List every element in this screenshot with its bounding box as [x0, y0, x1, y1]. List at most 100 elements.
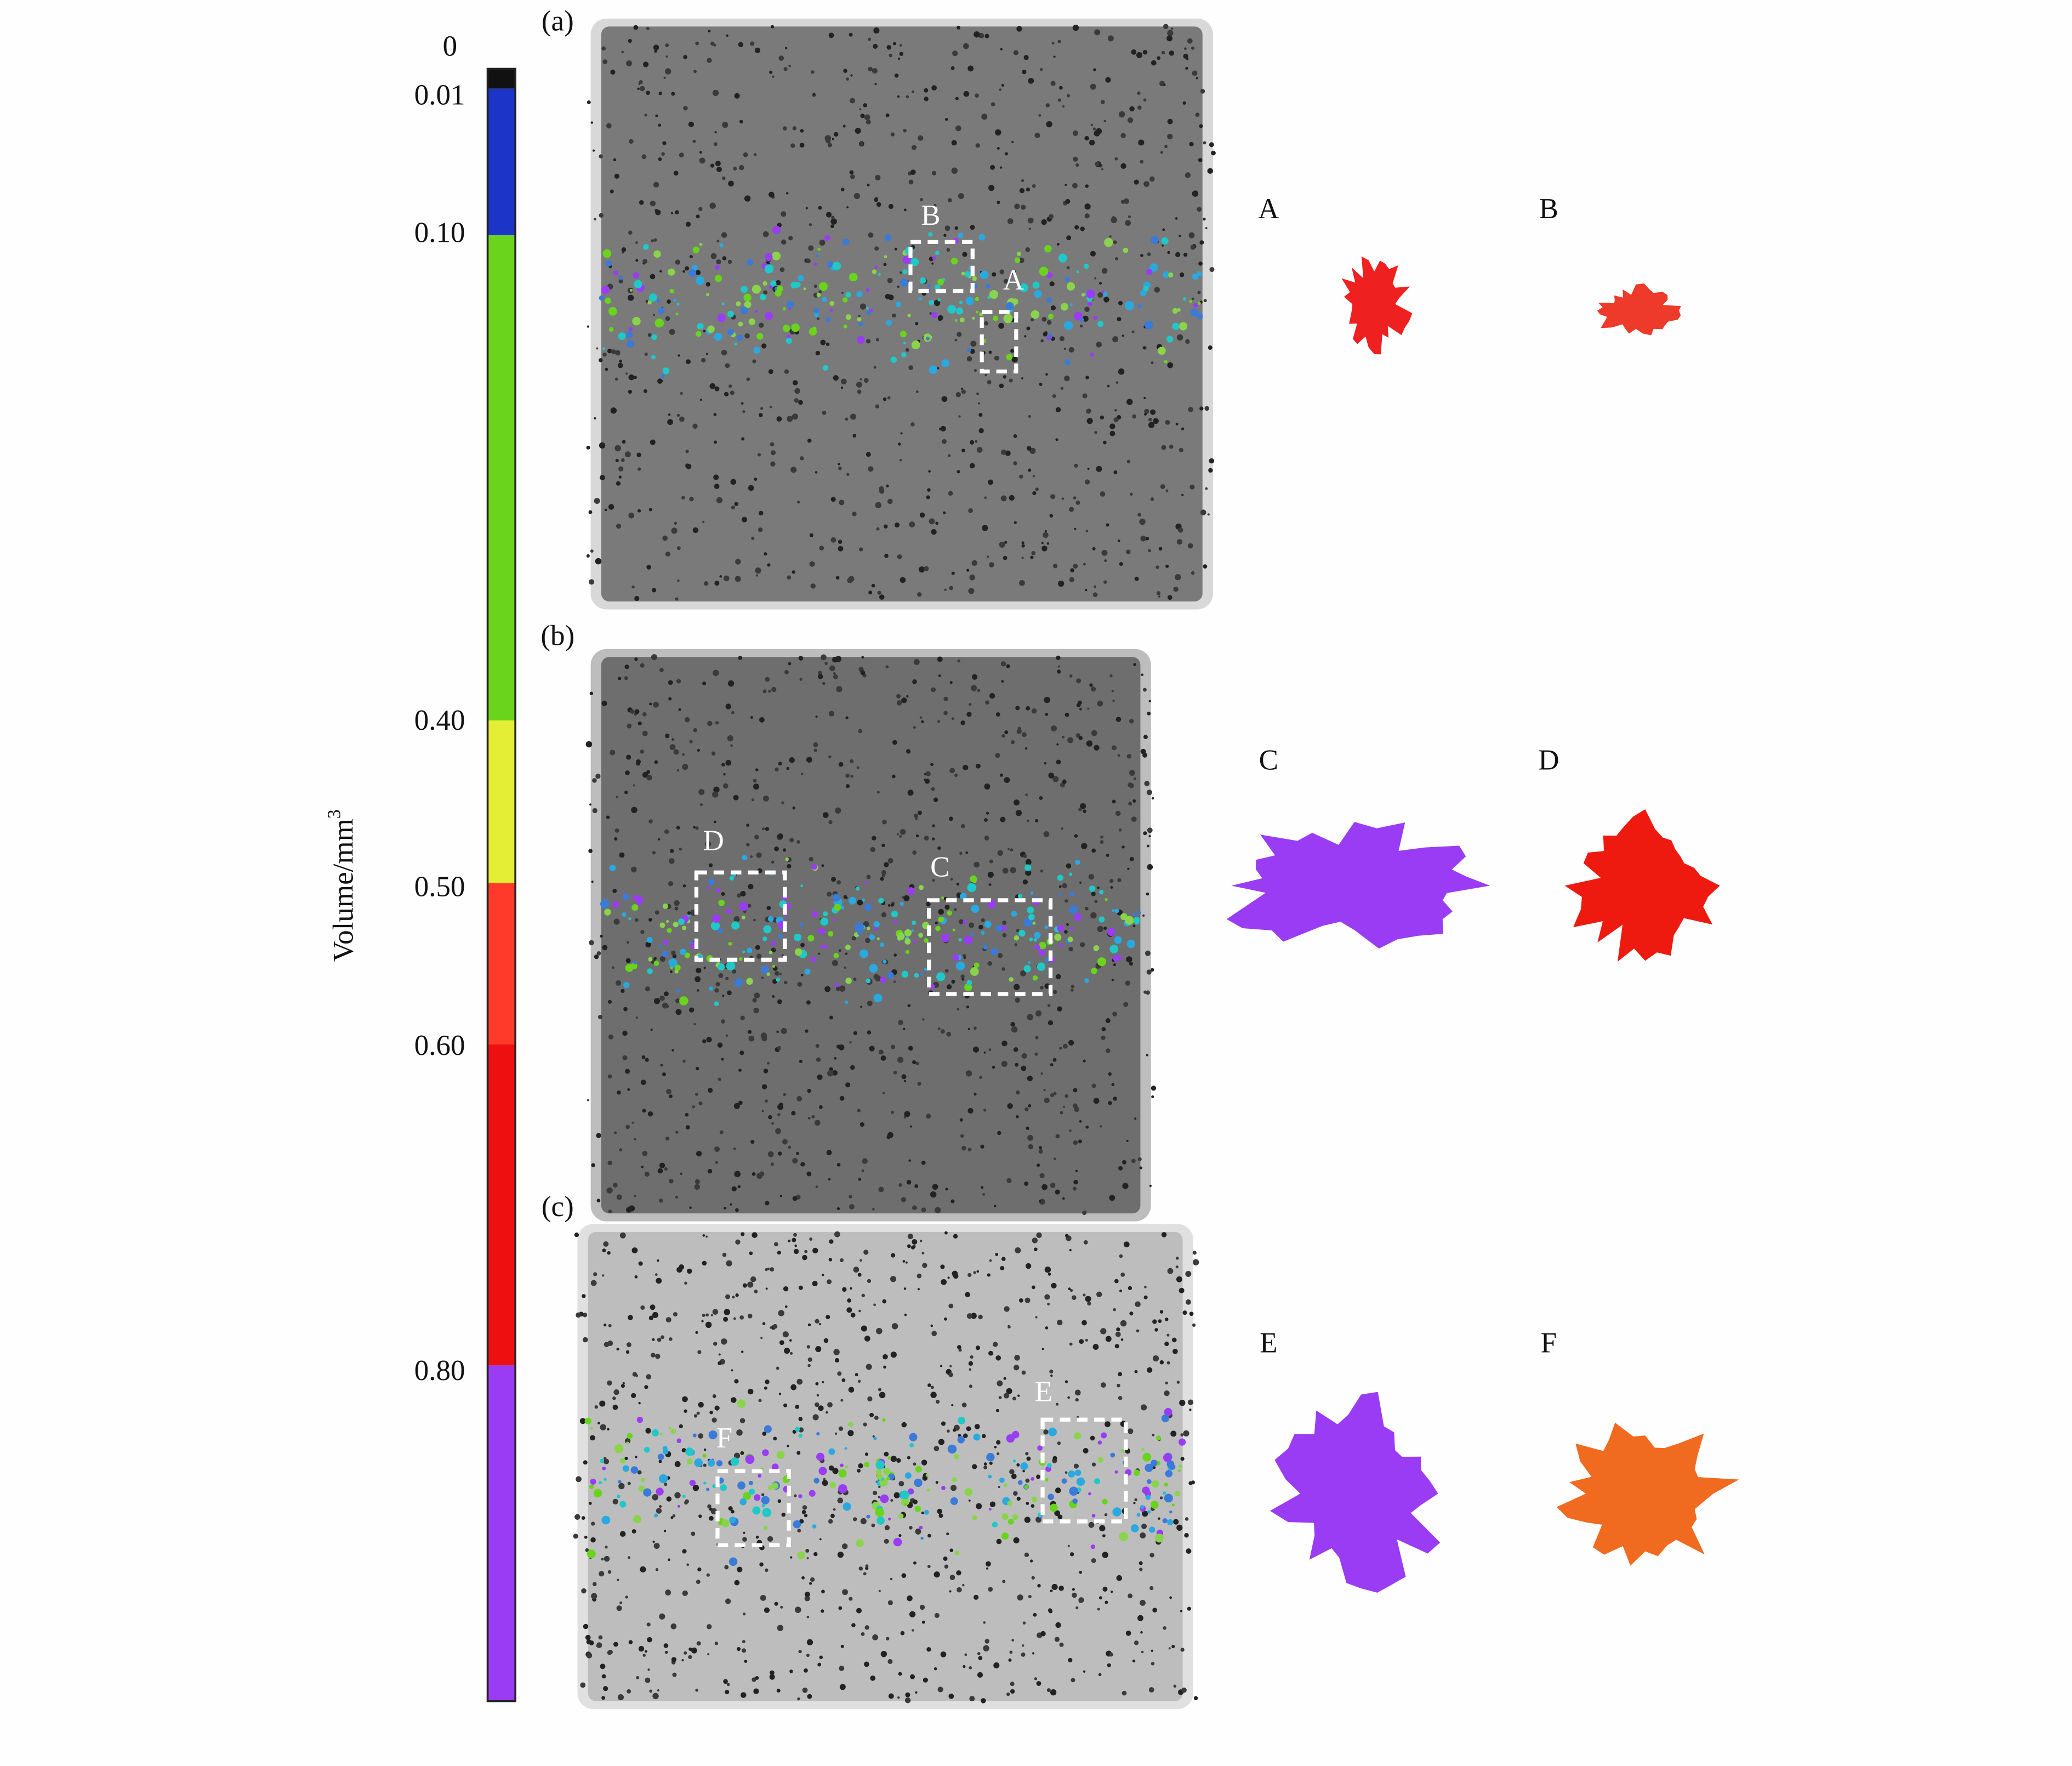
- crack-pore: [1164, 1494, 1173, 1503]
- crack-pore: [1179, 1464, 1182, 1468]
- pore: [1025, 793, 1028, 797]
- pore: [1126, 399, 1133, 405]
- pore: [902, 1260, 906, 1263]
- pore: [878, 1496, 880, 1498]
- pore: [1059, 86, 1063, 90]
- pore: [695, 270, 701, 275]
- pore: [1183, 252, 1188, 257]
- crack-pore: [674, 969, 679, 974]
- pore: [573, 1534, 578, 1539]
- crack-pore: [1069, 891, 1074, 897]
- pore: [856, 1608, 862, 1614]
- pore: [705, 282, 710, 287]
- pore: [1084, 213, 1090, 219]
- inset-label: C: [1259, 744, 1278, 776]
- crack-pore: [1137, 304, 1142, 308]
- pore: [974, 31, 980, 38]
- pore: [951, 1404, 954, 1406]
- pore: [640, 86, 645, 92]
- pore: [1109, 1653, 1113, 1657]
- pore: [821, 1589, 825, 1594]
- pore: [684, 1281, 687, 1285]
- crack-pore: [587, 1549, 596, 1559]
- pore: [1191, 571, 1195, 575]
- pore: [757, 453, 761, 457]
- pore: [836, 880, 841, 885]
- pore: [1175, 252, 1181, 258]
- pore: [724, 1206, 727, 1210]
- pore: [1014, 1355, 1020, 1361]
- crack-pore: [740, 306, 748, 315]
- pore: [994, 1205, 997, 1207]
- panel: (c)FEE F: [542, 1191, 1739, 1710]
- pore: [1184, 1532, 1189, 1538]
- pore: [969, 703, 972, 706]
- pore: [946, 1031, 952, 1037]
- pore: [976, 447, 983, 453]
- pore: [799, 1059, 803, 1064]
- pore: [716, 497, 723, 503]
- pore: [1018, 257, 1024, 263]
- pore: [915, 1061, 919, 1065]
- pore: [977, 1672, 983, 1678]
- pore: [805, 258, 811, 264]
- pore: [937, 1027, 941, 1030]
- crack-pore: [821, 944, 826, 949]
- pore: [969, 1666, 972, 1670]
- pore: [802, 1254, 807, 1260]
- pore: [955, 96, 959, 100]
- crack-pore: [715, 888, 720, 893]
- pore: [1048, 214, 1054, 219]
- pore: [742, 1640, 745, 1644]
- pore: [1097, 886, 1100, 889]
- pore: [698, 1101, 703, 1106]
- pore: [989, 1259, 992, 1262]
- pore: [1199, 406, 1204, 411]
- crack-pore: [715, 275, 722, 282]
- crack-pore: [1103, 292, 1108, 297]
- pore: [756, 953, 762, 959]
- pore: [901, 1573, 907, 1578]
- crack-pore: [673, 298, 676, 302]
- pore: [943, 711, 948, 716]
- pore: [591, 1593, 597, 1599]
- pore: [709, 202, 716, 209]
- pore: [596, 347, 599, 350]
- pore: [807, 1364, 811, 1367]
- pore: [868, 590, 873, 595]
- pore: [940, 1651, 947, 1657]
- pore: [1016, 1115, 1019, 1118]
- pore: [1075, 500, 1080, 505]
- pore: [845, 774, 850, 778]
- pore: [710, 1508, 717, 1514]
- pore: [1112, 799, 1116, 804]
- pore: [926, 495, 930, 499]
- pore: [857, 899, 863, 906]
- pore: [813, 748, 817, 752]
- crack-pore: [762, 936, 767, 941]
- pore: [659, 1162, 665, 1168]
- pore: [997, 147, 1000, 150]
- pore: [959, 1118, 963, 1122]
- pore: [858, 1178, 862, 1181]
- pore: [983, 1109, 987, 1112]
- pore: [800, 773, 804, 775]
- pore: [1148, 700, 1152, 702]
- pore: [913, 1500, 918, 1504]
- pore: [1073, 1140, 1078, 1145]
- pore: [695, 1093, 698, 1096]
- pore: [965, 1070, 972, 1077]
- pore: [781, 211, 787, 217]
- pore: [708, 30, 711, 33]
- pore: [665, 1137, 670, 1141]
- pore: [817, 317, 820, 320]
- pore: [748, 1035, 755, 1042]
- pore: [910, 169, 916, 175]
- crack-pore: [840, 1463, 844, 1467]
- pore: [993, 1342, 998, 1347]
- crack-pore: [1073, 311, 1083, 321]
- crack-pore: [1014, 257, 1021, 263]
- crack-pore: [964, 1487, 973, 1496]
- pore: [1149, 1184, 1152, 1187]
- pore: [1025, 1478, 1030, 1483]
